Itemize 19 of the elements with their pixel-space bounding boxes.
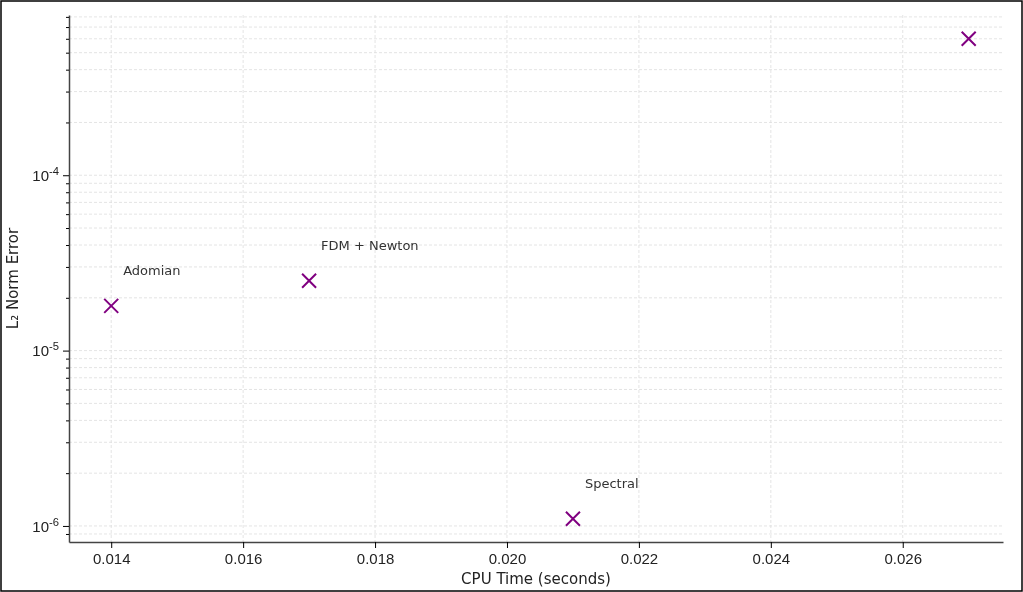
- y-tick-label: 10$^{-6}$: [32, 515, 59, 535]
- x-axis-title: CPU Time (seconds): [461, 570, 611, 588]
- x-tick-label: 0.024: [752, 550, 791, 567]
- x-tick-label: 0.020: [488, 550, 527, 567]
- y-axis-title: L₂ Norm Error: [4, 226, 22, 330]
- y-tick-label: 10$^{-5}$: [32, 340, 59, 360]
- x-tick-label: 0.014: [92, 550, 131, 567]
- point: [103, 297, 120, 314]
- point: [564, 510, 581, 527]
- annotation: Spectral: [584, 475, 639, 491]
- point: [301, 272, 318, 289]
- annotation: FDM + Newton: [321, 237, 419, 253]
- y-tick-label: 10$^{-4}$: [32, 164, 59, 184]
- point: [960, 30, 977, 47]
- annotation: Adomian: [123, 262, 181, 278]
- x-tick-label: 0.018: [356, 550, 395, 567]
- x-tick-label: 0.016: [224, 550, 263, 567]
- x-tick-label: 0.026: [884, 550, 923, 567]
- x-tick-label: 0.022: [620, 550, 659, 567]
